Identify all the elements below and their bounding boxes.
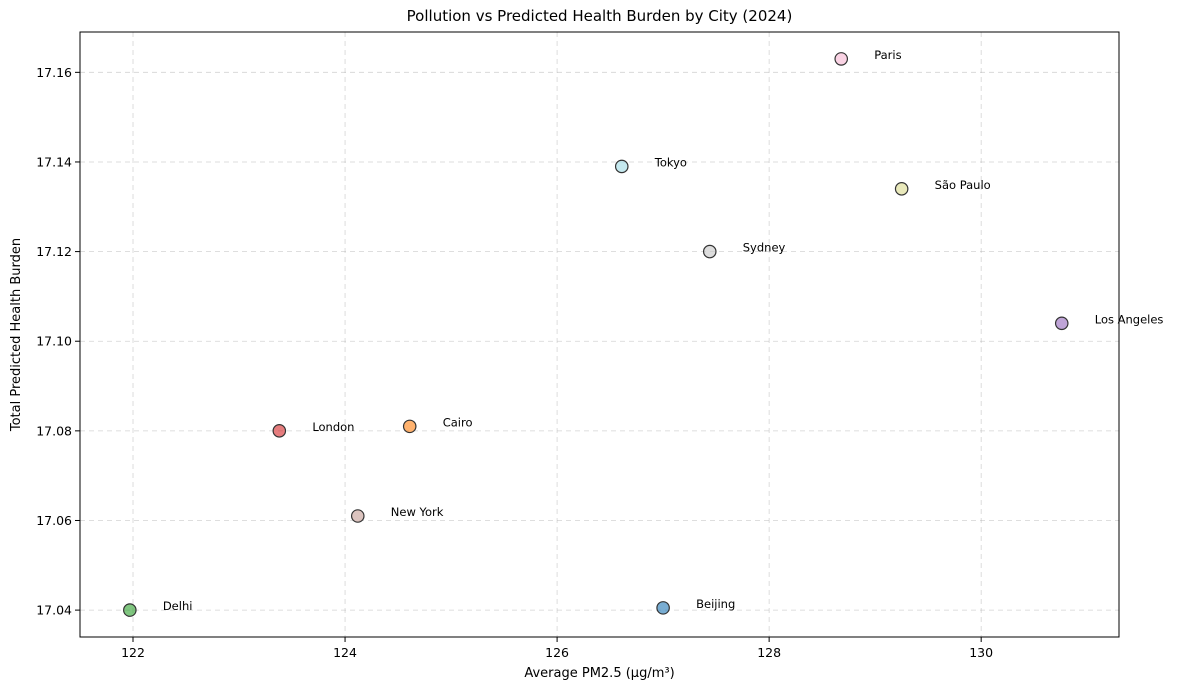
point-label: Cairo <box>443 415 473 429</box>
x-tick-label: 124 <box>333 645 357 660</box>
point-label: Paris <box>874 48 901 62</box>
data-point <box>834 52 849 66</box>
point-labels-layer: Delhi London New York Cairo Tokyo Beijing Sydn… <box>163 48 1164 613</box>
data-point <box>614 159 629 174</box>
point-label: Beijing <box>696 597 735 611</box>
x-tick-label: 126 <box>545 645 569 660</box>
y-tick-label: 17.16 <box>36 65 72 80</box>
plot-frame <box>79 31 1120 638</box>
y-tick-label: 17.12 <box>36 244 72 259</box>
point-label: Tokyo <box>654 155 687 169</box>
x-tick-label: 128 <box>757 645 781 660</box>
data-point <box>894 182 909 196</box>
data-point <box>123 603 137 617</box>
axis-ticks-layer: 122 124 126 128 130 17.04 17.06 17.08 17.10 17.12… <box>36 65 993 660</box>
grid-layer <box>80 32 1119 637</box>
y-tick-label: 17.14 <box>36 154 72 169</box>
data-point <box>656 601 670 615</box>
y-tick-label: 17.06 <box>36 513 72 528</box>
y-tick-label: 17.10 <box>36 334 72 349</box>
x-tick-label: 130 <box>969 645 993 660</box>
point-label: Delhi <box>163 599 193 613</box>
data-point <box>272 424 287 438</box>
data-point <box>350 509 365 523</box>
point-label: Los Angeles <box>1095 312 1164 326</box>
point-label: Sydney <box>743 241 786 255</box>
data-point <box>702 244 717 259</box>
y-tick-label: 17.08 <box>36 423 72 438</box>
data-point <box>1054 316 1069 331</box>
y-tick-label: 17.04 <box>36 603 72 618</box>
points-layer <box>123 52 1069 617</box>
x-axis-label: Average PM2.5 (µg/m³) <box>524 666 674 681</box>
data-point <box>402 419 417 434</box>
point-label: New York <box>391 505 444 519</box>
point-label: London <box>312 420 354 434</box>
point-label: São Paulo <box>935 178 991 192</box>
chart-title: Pollution vs Predicted Health Burden by … <box>407 7 793 25</box>
x-tick-label: 122 <box>121 645 145 660</box>
y-axis-label: Total Predicted Health Burden <box>9 238 24 432</box>
